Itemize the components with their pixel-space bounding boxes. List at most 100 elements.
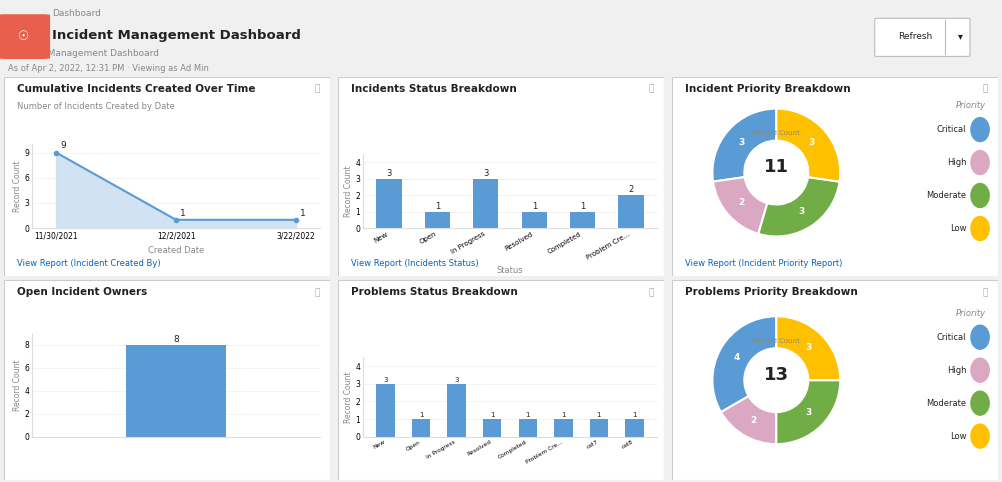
Text: 11: 11 <box>764 159 789 176</box>
Text: 1: 1 <box>435 202 440 211</box>
Text: Cumulative Incidents Created Over Time: Cumulative Incidents Created Over Time <box>17 84 256 94</box>
Text: 3: 3 <box>387 169 392 178</box>
Bar <box>625 419 643 437</box>
Text: View Report (Incidents Status): View Report (Incidents Status) <box>351 259 479 268</box>
Text: 3: 3 <box>806 343 812 352</box>
Text: Dashboard: Dashboard <box>52 9 101 18</box>
FancyBboxPatch shape <box>875 18 970 56</box>
Bar <box>473 179 498 228</box>
FancyBboxPatch shape <box>338 77 664 277</box>
Bar <box>589 419 608 437</box>
Text: Priority: Priority <box>956 101 986 110</box>
Text: 3: 3 <box>455 377 459 383</box>
Circle shape <box>971 118 989 142</box>
Text: 1: 1 <box>525 413 530 418</box>
Text: 1: 1 <box>419 413 424 418</box>
FancyBboxPatch shape <box>672 281 998 480</box>
Text: 1: 1 <box>596 413 601 418</box>
Text: 1: 1 <box>301 209 306 218</box>
Text: Problems Status Breakdown: Problems Status Breakdown <box>351 287 518 297</box>
Text: High: High <box>947 158 966 167</box>
Text: ⤢: ⤢ <box>315 288 320 297</box>
Text: Record Count: Record Count <box>753 337 800 344</box>
Text: ▾: ▾ <box>958 32 962 41</box>
Text: ⤢: ⤢ <box>982 288 988 297</box>
FancyBboxPatch shape <box>0 14 50 59</box>
Y-axis label: Record Count: Record Count <box>13 161 22 212</box>
Text: Incident Management Dashboard: Incident Management Dashboard <box>52 29 301 42</box>
Text: 1: 1 <box>561 413 565 418</box>
X-axis label: Created Date: Created Date <box>148 245 204 254</box>
Text: 3: 3 <box>384 377 388 383</box>
FancyBboxPatch shape <box>4 77 330 277</box>
Circle shape <box>971 358 989 382</box>
Bar <box>554 419 572 437</box>
Bar <box>425 212 450 228</box>
Text: View Report (Incident Priority Report): View Report (Incident Priority Report) <box>685 259 843 268</box>
Text: ☉: ☉ <box>18 30 30 43</box>
Text: High: High <box>947 366 966 375</box>
Bar <box>377 384 395 437</box>
Bar <box>570 212 595 228</box>
Text: 1: 1 <box>580 202 585 211</box>
Text: Priority: Priority <box>956 309 986 318</box>
Text: Low: Low <box>950 224 966 233</box>
Text: Low: Low <box>950 431 966 441</box>
Text: Problems Priority Breakdown: Problems Priority Breakdown <box>685 287 858 297</box>
Bar <box>377 179 402 228</box>
Wedge shape <box>721 396 777 444</box>
Y-axis label: Record Count: Record Count <box>344 371 353 423</box>
Text: ⤢: ⤢ <box>982 85 988 94</box>
Text: Incident Priority Breakdown: Incident Priority Breakdown <box>685 84 851 94</box>
Circle shape <box>971 216 989 241</box>
Bar <box>448 384 466 437</box>
Wedge shape <box>759 177 840 237</box>
Wedge shape <box>712 108 777 182</box>
Wedge shape <box>713 177 768 234</box>
Text: As of Apr 2, 2022, 12:31 PM · Viewing as Ad Min: As of Apr 2, 2022, 12:31 PM · Viewing as… <box>8 64 208 73</box>
Text: Moderate: Moderate <box>926 399 966 408</box>
Circle shape <box>971 150 989 174</box>
Text: 13: 13 <box>764 366 789 384</box>
Text: 3: 3 <box>738 138 744 147</box>
Wedge shape <box>777 380 841 444</box>
Circle shape <box>971 424 989 448</box>
Bar <box>412 419 431 437</box>
Text: Incident Management Dashboard: Incident Management Dashboard <box>8 49 159 58</box>
Wedge shape <box>777 316 841 380</box>
Text: 4: 4 <box>733 353 739 362</box>
Text: 2: 2 <box>738 198 744 207</box>
Text: Moderate: Moderate <box>926 191 966 200</box>
Circle shape <box>971 325 989 349</box>
FancyBboxPatch shape <box>4 281 330 480</box>
Text: 2: 2 <box>750 415 757 425</box>
Text: Open Incident Owners: Open Incident Owners <box>17 287 147 297</box>
Text: 1: 1 <box>490 413 495 418</box>
Text: Number of Incidents Created by Date: Number of Incidents Created by Date <box>17 102 174 110</box>
Bar <box>522 212 547 228</box>
FancyBboxPatch shape <box>672 77 998 277</box>
Circle shape <box>971 391 989 415</box>
Text: 3: 3 <box>806 408 812 417</box>
Text: 3: 3 <box>808 138 815 147</box>
Text: 3: 3 <box>483 169 489 178</box>
FancyBboxPatch shape <box>338 281 664 480</box>
Text: ⤢: ⤢ <box>648 288 653 297</box>
Text: 2: 2 <box>628 186 633 194</box>
Text: 3: 3 <box>798 207 805 216</box>
Text: Record Count: Record Count <box>753 130 800 136</box>
Y-axis label: Record Count: Record Count <box>344 165 353 217</box>
Text: Critical: Critical <box>937 125 966 134</box>
Wedge shape <box>712 316 777 412</box>
Text: View Report (Incident Created By): View Report (Incident Created By) <box>17 259 160 268</box>
Bar <box>483 419 501 437</box>
X-axis label: Status: Status <box>497 267 523 275</box>
Text: 1: 1 <box>532 202 537 211</box>
Wedge shape <box>777 108 841 182</box>
Text: 1: 1 <box>180 209 186 218</box>
Text: Critical: Critical <box>937 333 966 342</box>
Text: Refresh: Refresh <box>898 32 932 41</box>
Y-axis label: Record Count: Record Count <box>13 359 22 411</box>
Bar <box>125 345 226 437</box>
Text: Incidents Status Breakdown: Incidents Status Breakdown <box>351 84 517 94</box>
